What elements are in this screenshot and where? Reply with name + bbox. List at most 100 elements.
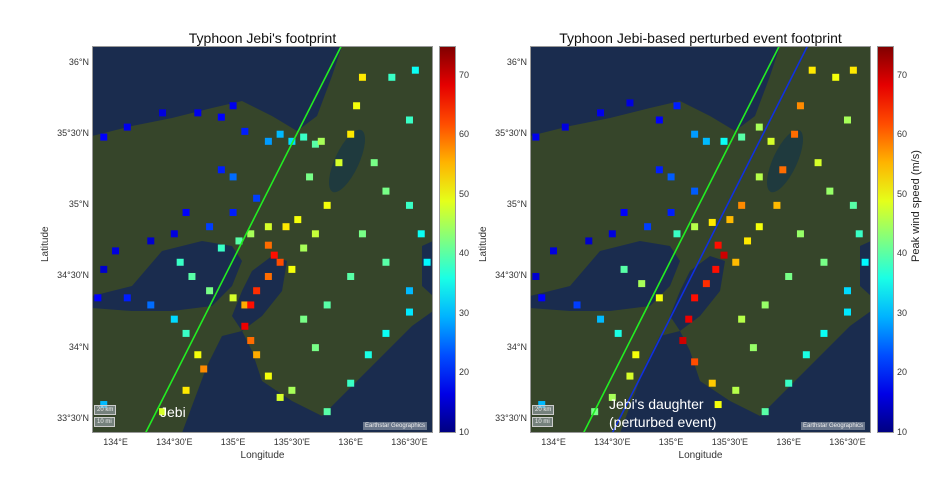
wind-point [276,393,284,401]
wind-point [714,401,722,409]
sea-of-japan [530,46,780,136]
wind-point [667,173,675,181]
wind-point [767,137,775,145]
wind-point [100,265,108,273]
map-frame [530,46,871,433]
wind-point [241,301,249,309]
wind-point [194,351,202,359]
wind-point [826,187,834,195]
wind-point [738,315,746,323]
wind-point [247,230,255,238]
wind-point [755,123,763,131]
wind-point [585,237,593,245]
scale-bar-mi: 10 mi [94,417,115,427]
x-tick-label: 136°E [776,437,801,447]
wind-point [217,166,225,174]
sea-of-japan [92,46,342,136]
wind-point [182,329,190,337]
wind-point [732,258,740,266]
wind-point [276,130,284,138]
scale-bar-mi: 10 mi [532,417,553,427]
wind-point [288,265,296,273]
wind-point [532,133,540,141]
wind-point [253,287,261,295]
wind-point [843,308,851,316]
wind-point [673,102,681,110]
colorbar [439,46,456,433]
wind-point [538,294,546,302]
seto-inland-sea [92,241,242,311]
attribution: Earthstar Geographics [801,422,866,430]
track-label: (perturbed event) [609,414,717,430]
wind-point [843,116,851,124]
wind-point [388,73,396,81]
wind-point [364,351,372,359]
colorbar-tick-label: 20 [897,367,908,378]
y-tick-label: 35°N [68,199,89,210]
wind-point [843,287,851,295]
wind-point [235,237,243,245]
wind-point [632,351,640,359]
wind-point [714,241,722,249]
wind-point [608,393,616,401]
wind-point [626,99,634,107]
wind-point [691,358,699,366]
wind-point [550,247,558,255]
scale-bar-km: 20 km [532,405,555,415]
colorbar-tick-label: 20 [459,367,470,378]
wind-point [264,372,272,380]
wind-point [194,109,202,117]
wind-point [182,386,190,394]
wind-point [217,244,225,252]
wind-point [294,216,302,224]
ise-bay [422,241,433,296]
wind-point [720,137,728,145]
panel-title: Typhoon Jebi-based perturbed event footp… [559,30,842,46]
wind-point [620,208,628,216]
map-panel[interactable] [530,46,871,433]
wind-point [405,116,413,124]
wind-point [229,173,237,181]
wind-point [300,244,308,252]
wind-point [732,386,740,394]
wind-point [300,133,308,141]
wind-point [382,329,390,337]
wind-point [323,301,331,309]
wind-point [679,337,687,345]
wind-point [311,344,319,352]
colorbar-label: Peak wind speed (m/s) [910,150,922,262]
wind-point [188,272,196,280]
wind-point [123,123,131,131]
wind-point [335,159,343,167]
wind-point [323,201,331,209]
map-panel[interactable] [92,46,433,433]
wind-point [673,230,681,238]
track-label: Jebi [160,404,186,420]
wind-point [288,137,296,145]
wind-point [785,272,793,280]
wind-point [726,216,734,224]
wind-point [229,294,237,302]
wind-point [785,379,793,387]
y-axis-label: Latitude [478,226,489,262]
wind-point [264,241,272,249]
map-frame [92,46,433,433]
x-tick-label: 134°30'E [156,437,193,447]
y-tick-label: 35°30'N [57,128,89,139]
wind-point [738,201,746,209]
wind-point [708,218,716,226]
panel-title: Typhoon Jebi's footprint [188,30,337,46]
wind-point [411,66,419,74]
x-axis-label: Longitude [678,450,723,461]
wind-point [147,237,155,245]
wind-point [159,109,167,117]
wind-point [405,201,413,209]
wind-point [270,251,278,259]
wind-point [667,208,675,216]
wind-point [620,265,628,273]
wind-point [791,130,799,138]
wind-point [820,329,828,337]
x-tick-label: 134°E [103,437,128,447]
wind-point [712,265,720,273]
wind-point [405,287,413,295]
